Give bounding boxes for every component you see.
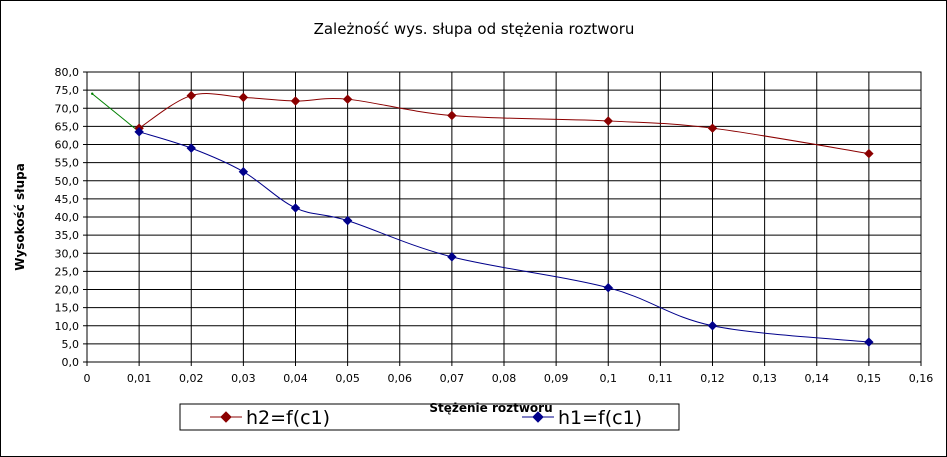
y-tick-label: 35,0 [55,229,80,242]
y-tick-label: 65,0 [55,120,80,133]
data-point-series-1 [447,110,457,121]
series-layer [91,90,874,347]
trend-line [91,93,140,133]
data-point-series-2 [134,127,144,137]
data-point-series-2 [290,203,301,213]
y-tick-label: 40,0 [55,211,80,224]
data-point-series-1 [290,96,301,106]
y-tick-label: 15,0 [55,302,80,315]
x-tick-label: 0,16 [909,372,934,385]
x-axis-label: Stężenie roztworu [429,401,552,415]
y-tick-label: 20,0 [55,284,80,297]
x-tick-label: 0,09 [544,372,569,385]
x-tick-label: 0,06 [388,372,413,385]
x-tick-label: 0,05 [335,372,360,385]
legend-label: h1=f(c1) [558,407,642,429]
x-tick-label: 0,03 [231,372,256,385]
data-point-series-2 [186,143,196,153]
chart-title: Zależność wys. słupa od stężenia roztwor… [314,20,635,38]
x-tick-label: 0,14 [805,372,830,385]
data-point-series-1 [342,94,353,104]
legend: h2=f(c1) h1=f(c1) [179,403,680,431]
x-tick-label: 0,13 [752,372,777,385]
data-point-series-2 [342,215,353,226]
legend-box [179,403,680,431]
x-axis-ticks: 0 0,01 0,02 0,03 0,04 0,05 0,06 0,07 0,08 0,09 0,1… [84,362,934,385]
y-tick-label: 45,0 [55,193,80,206]
y-tick-label: 55,0 [55,157,80,170]
x-tick-label: 0,11 [648,372,673,385]
grid [86,71,922,363]
data-point-series-1 [707,123,718,133]
legend-label: h2=f(c1) [246,407,330,429]
data-point-series-1 [603,116,613,126]
y-tick-label: 30,0 [55,247,80,260]
legend-marker [532,411,544,423]
y-tick-label: 10,0 [55,320,80,333]
data-point-series-2 [447,252,457,262]
y-tick-label: 80,0 [55,66,80,79]
x-tick-label: 0,07 [440,372,465,385]
y-axis-ticks: 0,0 5,0 10,0 15,0 20,0 25,0 30,0 35,0 40,0 45,0 50… [55,66,87,369]
x-tick-label: 0,08 [492,372,517,385]
y-tick-label: 0,0 [62,356,80,369]
data-point-series-1 [186,90,196,101]
y-tick-label: 25,0 [55,265,80,278]
x-tick-label: 0,1 [600,372,618,385]
y-tick-label: 60,0 [55,139,80,152]
y-axis-label: Wysokość słupa [13,163,27,271]
x-tick-label: 0,12 [700,372,725,385]
legend-marker [220,411,232,423]
x-tick-label: 0,01 [127,372,152,385]
data-point-series-2 [238,166,249,177]
trend-point [91,92,94,95]
x-tick-label: 0 [84,372,91,385]
x-tick-label: 0,15 [857,372,882,385]
x-tick-label: 0,04 [283,372,308,385]
y-tick-label: 5,0 [62,338,80,351]
data-point-series-1 [238,92,249,103]
x-tick-label: 0,02 [179,372,204,385]
y-tick-label: 75,0 [55,84,80,97]
data-point-series-1 [864,148,874,159]
data-point-series-2 [603,282,613,293]
data-point-series-2 [707,321,718,331]
y-tick-label: 70,0 [55,102,80,115]
y-tick-label: 50,0 [55,175,80,188]
data-point-series-2 [864,337,874,347]
